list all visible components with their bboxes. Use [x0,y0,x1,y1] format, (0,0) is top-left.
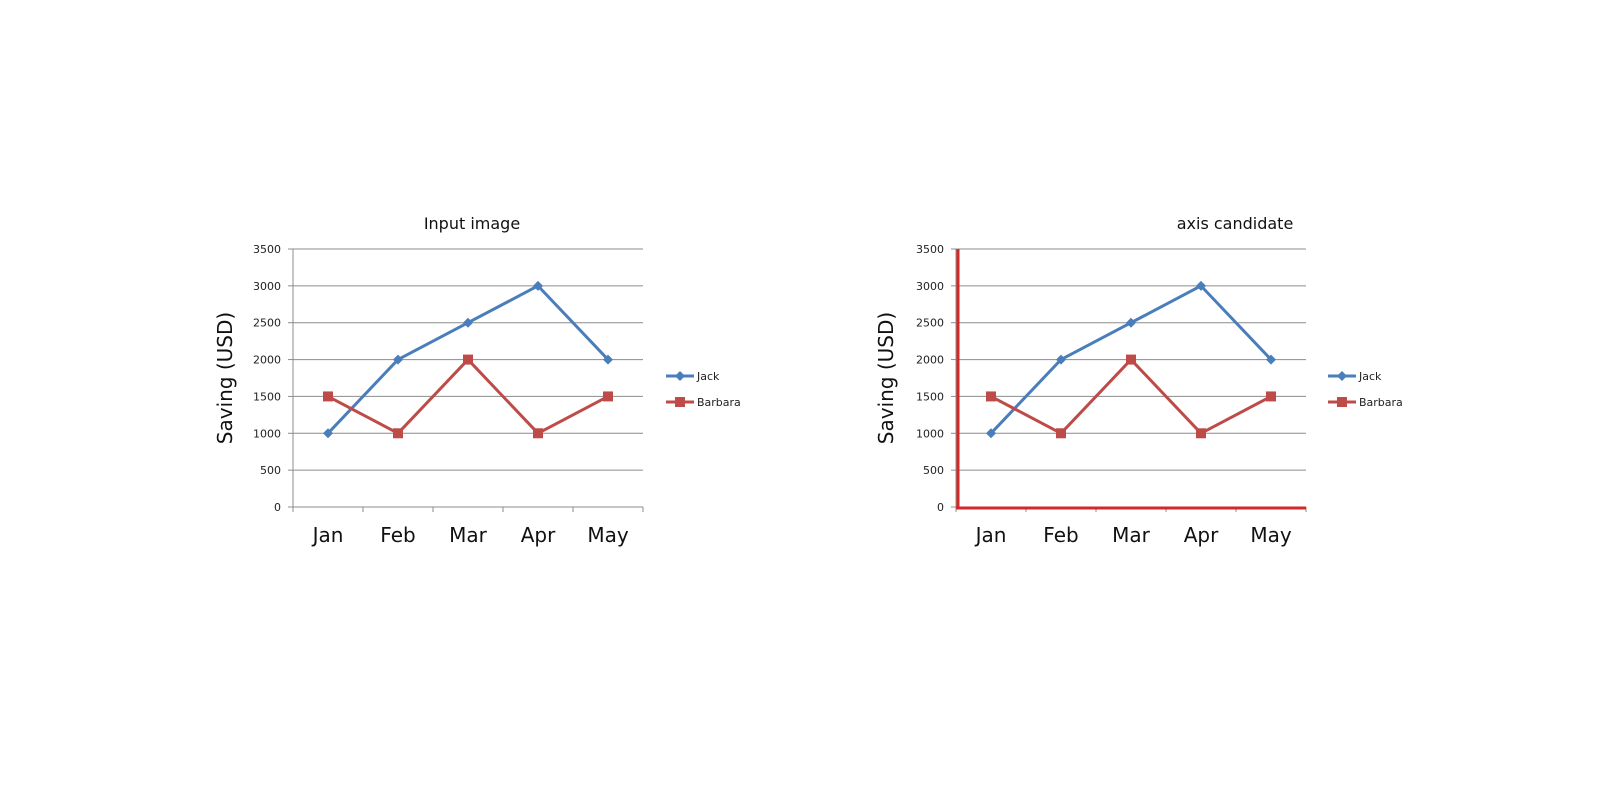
x-tick-label: Apr [521,523,556,547]
data-point [1126,354,1136,365]
data-point [603,354,613,365]
y-tick-label: 2500 [916,317,944,330]
y-tick-label: 1500 [253,390,281,403]
y-axis-label: Saving (USD) [874,312,898,444]
x-tick-label: Jan [311,523,344,547]
y-tick-label: 1500 [916,390,944,403]
y-tick-label: 1000 [253,427,281,440]
legend-label: Jack [1358,370,1382,383]
data-point [463,354,473,365]
y-tick-label: 3000 [253,280,281,293]
data-point [1056,428,1066,439]
data-point [323,391,333,402]
panel-title: axis candidate [1176,214,1294,233]
right-panel: axis candidate 0 500 1000 1500 2000 2500 3000 3… [800,0,1600,800]
x-tick-label: Feb [1043,523,1078,547]
x-tick-label: Apr [1184,523,1219,547]
x-tick-label: Mar [1112,523,1151,547]
legend-label: Barbara [697,396,741,409]
y-tick-label: 500 [923,464,944,477]
data-point [603,391,613,402]
data-point [986,428,996,439]
x-tick-label: Mar [449,523,488,547]
y-tick-label: 1000 [916,427,944,440]
x-tick-label: May [1250,523,1292,547]
data-point [463,317,473,328]
line-chart-input: 0 500 1000 1500 2000 2500 3000 3500 Jan Feb Mar Apr… [213,243,741,547]
y-axis-label: Saving (USD) [213,312,237,444]
legend-marker [1337,397,1347,407]
y-tick-label: 3500 [916,243,944,256]
y-tick-label: 0 [937,501,944,514]
x-tick-label: Jan [974,523,1007,547]
legend-marker [1337,371,1347,381]
legend-label: Barbara [1359,396,1403,409]
legend-marker [675,397,685,407]
y-tick-label: 2500 [253,317,281,330]
data-point [1196,280,1206,291]
data-point [1266,354,1276,365]
data-point [1126,317,1136,328]
data-point [533,280,543,291]
legend-marker [675,371,685,381]
x-tick-label: Feb [380,523,415,547]
y-tick-label: 3500 [253,243,281,256]
data-point [393,354,403,365]
y-tick-label: 2000 [253,354,281,367]
data-point [1056,354,1066,365]
y-tick-label: 500 [260,464,281,477]
data-point [1266,391,1276,402]
line-chart-axis-candidate: 0 500 1000 1500 2000 2500 3000 3500 Jan Feb Mar Apr… [874,243,1403,547]
panel-title: Input image [423,214,521,233]
data-point [323,428,333,439]
data-point [986,391,996,402]
y-tick-label: 2000 [916,354,944,367]
data-point [533,428,543,439]
left-panel: Input image 0 500 1000 1500 2000 2500 3000 3500… [213,214,741,547]
x-tick-label: May [587,523,629,547]
data-point [393,428,403,439]
y-tick-label: 0 [274,501,281,514]
data-point [1196,428,1206,439]
legend-label: Jack [696,370,720,383]
y-tick-label: 3000 [916,280,944,293]
